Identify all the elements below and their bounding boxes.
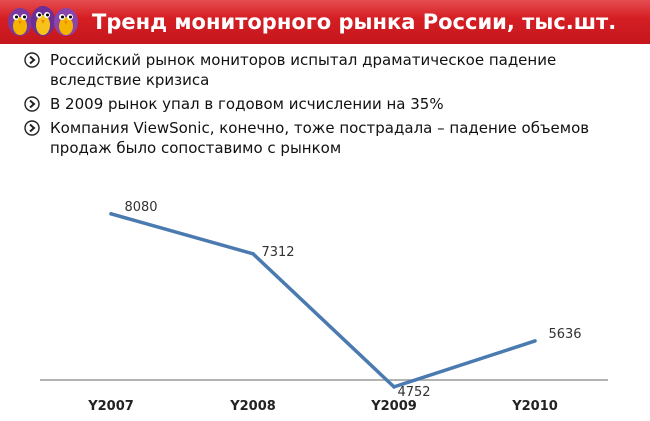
series-line — [110, 212, 536, 389]
data-point — [392, 385, 396, 389]
chevron-right-icon — [24, 120, 40, 136]
bullet-text: В 2009 рынок упал в годовом исчислении н… — [50, 95, 444, 113]
market-trend-line-chart: 8080 7312 4752 5636 Y2007 Y2008 Y2009 Y2010 — [40, 200, 608, 414]
bullet-item: Компания ViewSonic, конечно, тоже постра… — [24, 118, 644, 158]
bird-middle-icon — [31, 6, 55, 36]
data-point — [533, 339, 537, 343]
title-bar-shine — [0, 0, 650, 18]
viewsonic-birds-logo — [8, 6, 78, 36]
x-tick-label: Y2010 — [511, 399, 558, 414]
bird-left-icon — [8, 8, 32, 36]
chevron-right-icon — [24, 96, 40, 112]
bird-right-icon — [54, 8, 78, 36]
bullet-text: Российский рынок мониторов испытал драма… — [50, 51, 557, 89]
bullet-item: В 2009 рынок упал в годовом исчислении н… — [24, 94, 644, 114]
x-tick-label: Y2007 — [87, 399, 134, 414]
page-title: Тренд мониторного рынка России, тыс.шт. — [92, 10, 617, 34]
bullet-text: Компания ViewSonic, конечно, тоже постра… — [50, 119, 590, 157]
chevron-right-icon — [24, 52, 40, 68]
data-label: 8080 — [124, 200, 157, 215]
bullet-list: Российский рынок мониторов испытал драма… — [24, 50, 644, 162]
bullet-item: Российский рынок мониторов испытал драма… — [24, 50, 644, 90]
data-point — [251, 251, 255, 256]
data-label: 5636 — [548, 327, 581, 342]
x-tick-label: Y2009 — [370, 399, 417, 414]
title-bar: Тренд мониторного рынка России, тыс.шт. — [0, 0, 650, 44]
x-tick-label: Y2008 — [229, 399, 276, 414]
data-point — [109, 212, 113, 216]
data-label: 7312 — [261, 245, 294, 260]
data-label: 4752 — [397, 385, 430, 400]
